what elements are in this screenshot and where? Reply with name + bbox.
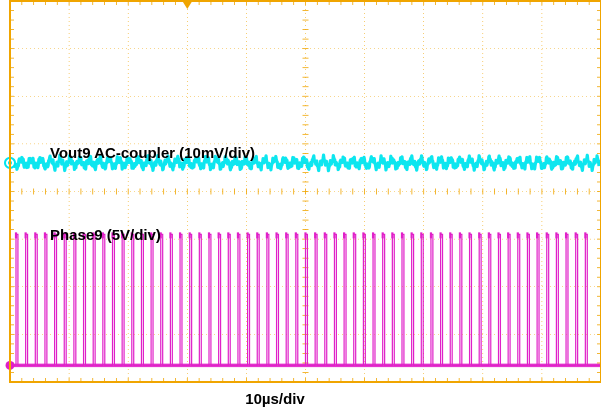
vout-ripple-trace — [12, 153, 601, 173]
phase-trace-label: Phase9 (5V/div) — [50, 227, 161, 244]
traces — [10, 153, 601, 368]
x-axis-label: 10µs/div — [245, 391, 305, 408]
vout-trace-label: Vout9 AC-coupler (10mV/div) — [50, 145, 255, 162]
plot-frame — [9, 0, 601, 383]
trigger-marker — [182, 1, 193, 9]
graticule — [9, 0, 601, 383]
